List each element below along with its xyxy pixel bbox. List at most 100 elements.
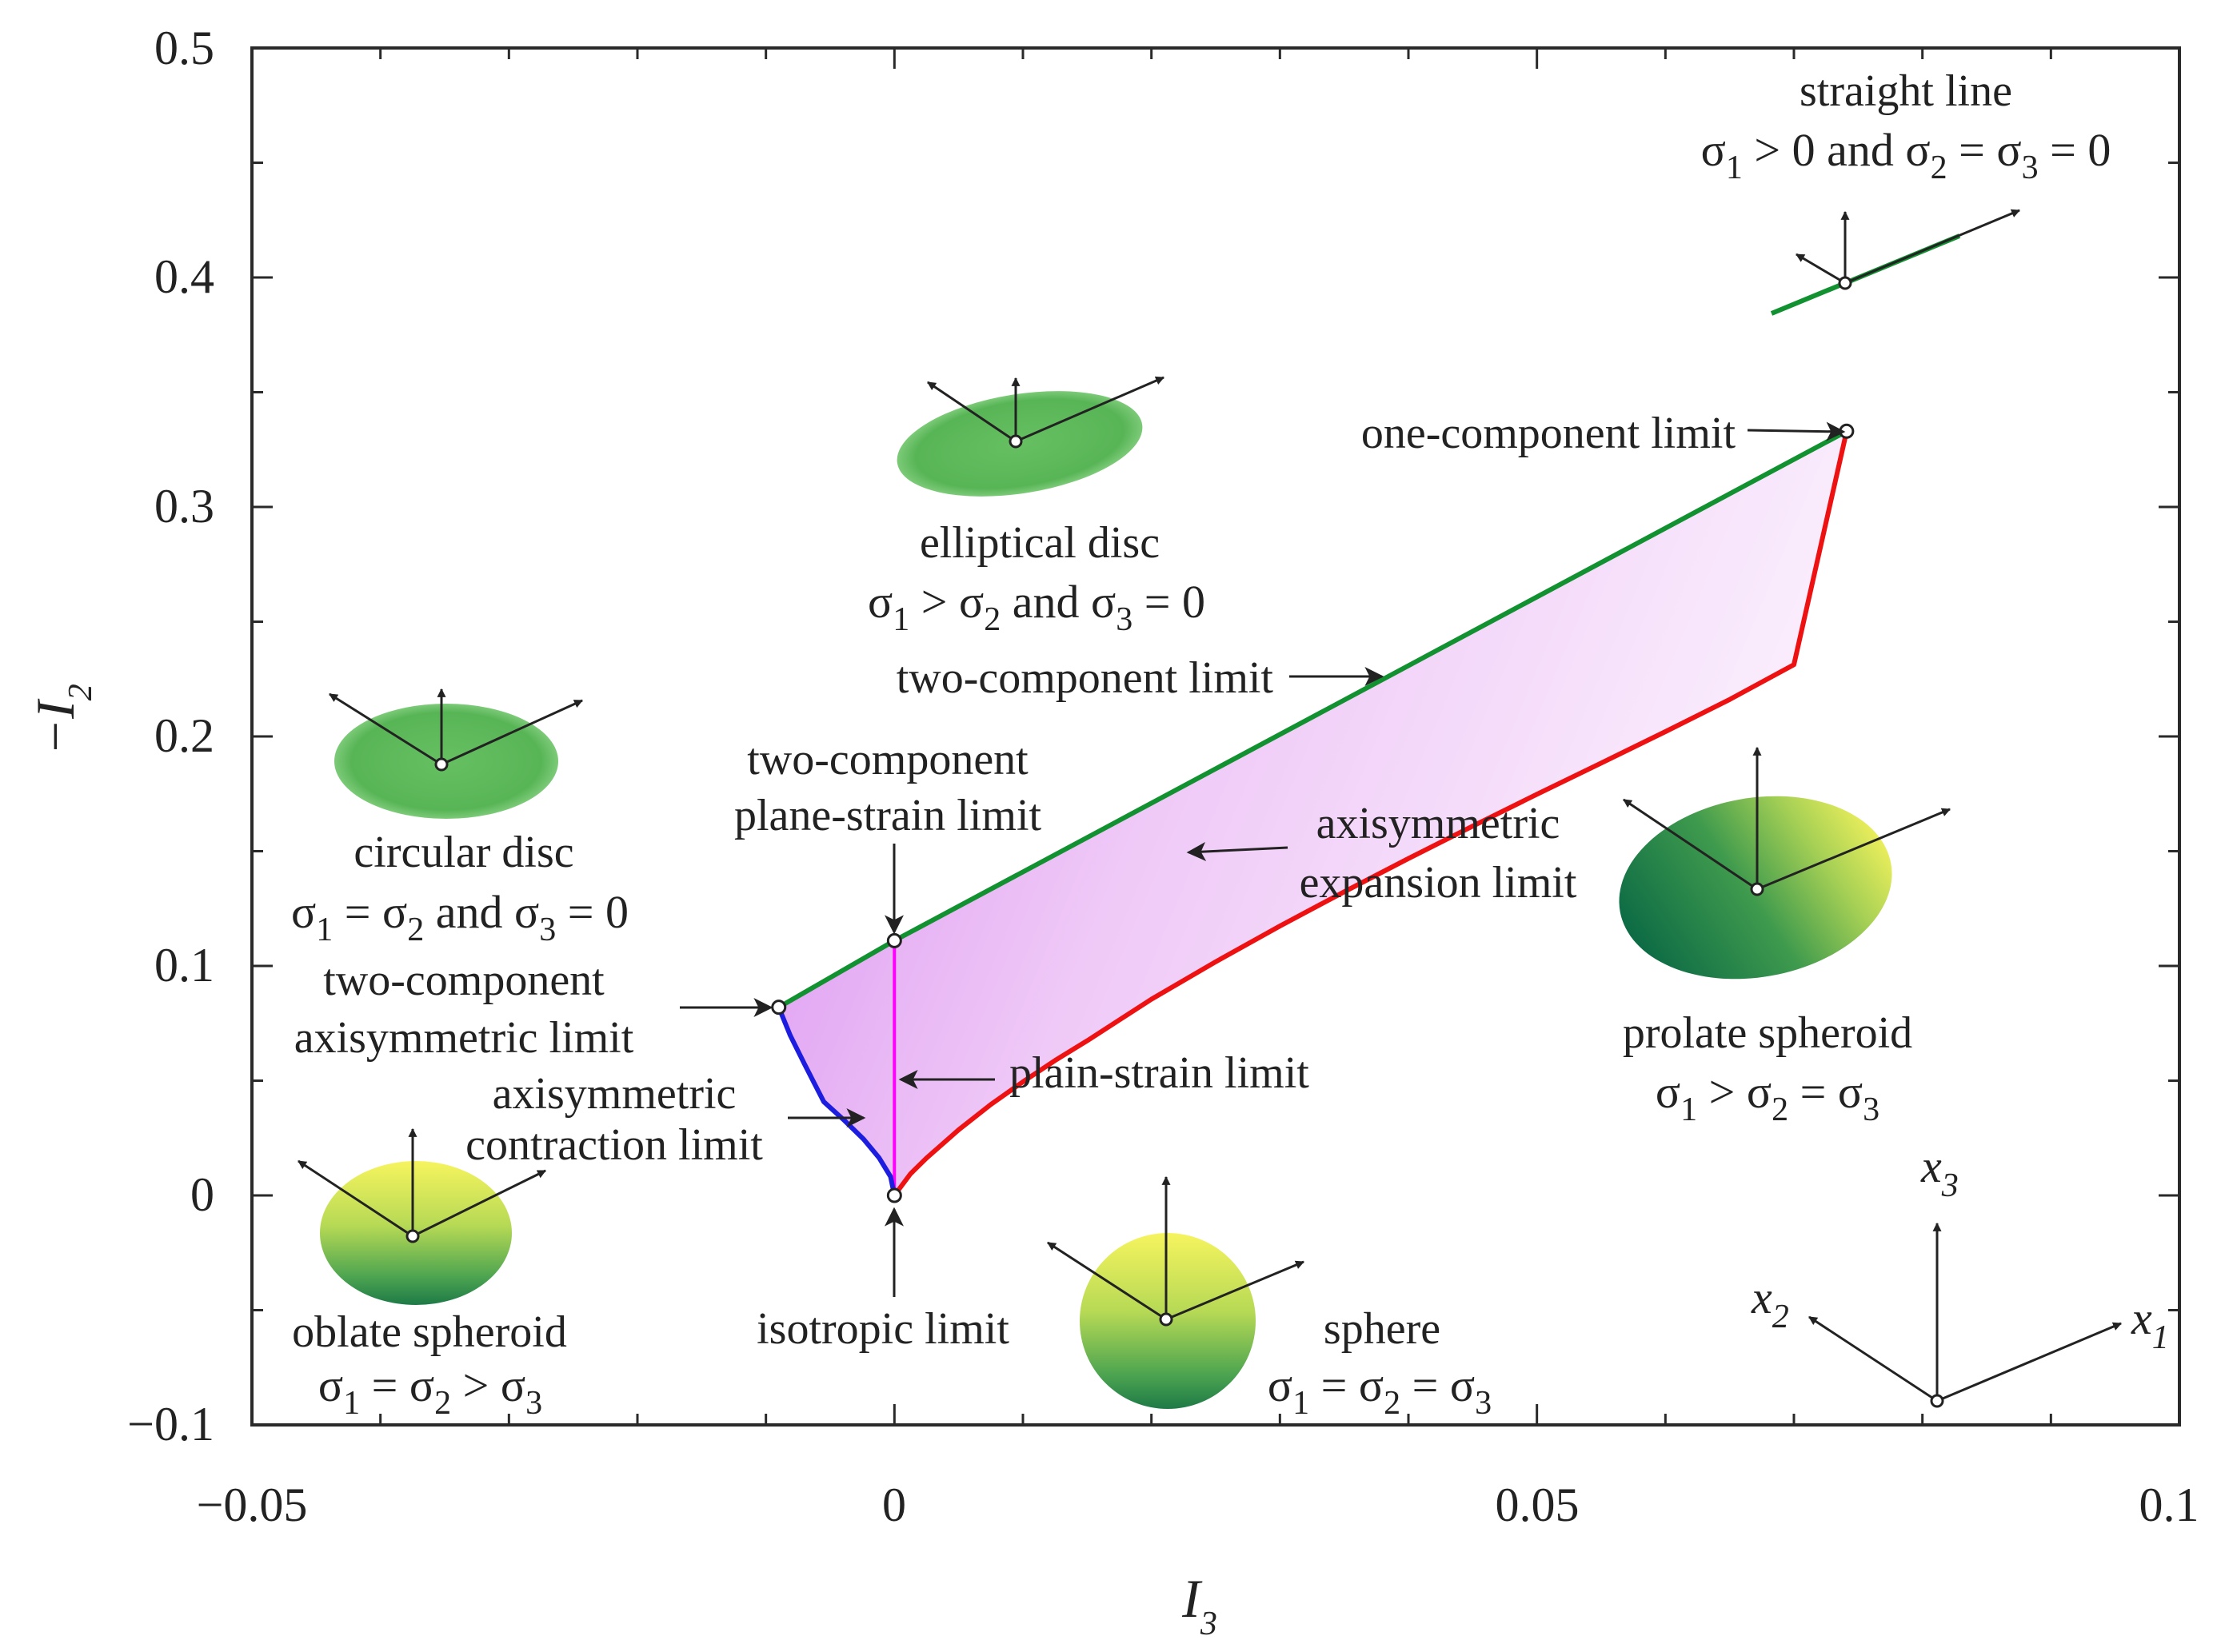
tc-axisym-label-1: two-component [323,956,605,1005]
axisym-contraction-label-1: axisymmetric [493,1069,737,1119]
glyph-oblate-spheroid [298,1127,546,1305]
x3-axis-label: x3 [1920,1140,1959,1204]
isotropic-limit-label: isotropic limit [757,1304,1009,1354]
x1-var: x [2131,1292,2152,1344]
annotation-oblate-spheroid: oblate spheroid σ1 = σ2 > σ3 [292,1307,567,1422]
y-tick-label: 0.4 [154,250,214,303]
one-component-limit-label: one-component limit [1361,409,1736,458]
x3-var: x [1920,1140,1942,1192]
annotation-tc-plane-strain-limit: two-component plane-strain limit [734,735,1042,935]
y-tick-label: 0 [190,1168,214,1221]
circular-disc-condition: σ1 = σ2 and σ3 = 0 [291,886,629,948]
axis-ticks [250,46,2181,1427]
x2-axis-arrow [1808,1315,1938,1403]
annotation-axisymmetric-contraction-limit: axisymmetric contraction limit [465,1069,866,1170]
y-tick-label: 0.2 [154,709,214,762]
axisym-expansion-label-2: expansion limit [1300,858,1577,908]
y-axis-var: −I [25,698,86,756]
x-tick-label: 0 [882,1478,906,1531]
annotation-plain-strain-limit: plain-strain limit [898,1048,1309,1098]
tc-plane-strain-label-1: two-component [747,735,1029,784]
tc-axisym-label-2: axisymmetric limit [294,1013,634,1063]
axisym-expansion-label-1: axisymmetric [1316,799,1560,848]
arrow-glyph [1844,209,2021,285]
prolate-spheroid-condition: σ1 > σ2 = σ3 [1656,1066,1879,1128]
x-tick-labels: −0.05 0 0.05 0.1 [197,1478,2199,1531]
annotation-prolate-spheroid: prolate spheroid σ1 > σ2 = σ3 [1623,1008,1912,1128]
straight-line-label: straight line [1800,66,2012,116]
glyph-circular-disc [329,688,584,819]
x-axis-sub: 3 [1200,1606,1217,1642]
two-component-axisymmetric-limit-point [771,1000,787,1016]
arrow-glyph [1165,1260,1305,1321]
x3-sub: 3 [1941,1167,1959,1204]
tc-plane-strain-label-2: plane-strain limit [734,791,1042,840]
plain-strain-label: plain-strain limit [1009,1048,1309,1098]
prolate-spheroid-label: prolate spheroid [1623,1008,1912,1058]
arrow-glyph [1756,808,1951,891]
sphere-condition: σ1 = σ2 = σ3 [1268,1359,1492,1422]
origin-marker [405,1229,420,1243]
sphere-label: sphere [1324,1304,1440,1354]
annotation-one-component-limit: one-component limit [1361,409,1846,458]
origin-marker [1159,1312,1173,1327]
two-component-plane-strain-limit-point [886,932,902,948]
origin-marker [1930,1394,1944,1408]
x1-axis-arrow [1936,1322,2123,1403]
arrow-glyph [1623,798,1758,891]
oblate-spheroid-condition: σ1 = σ2 > σ3 [318,1359,542,1422]
x2-var: x [1751,1271,1772,1323]
origin-marker [1838,276,1852,290]
x-tick-label: 0.1 [2139,1478,2199,1531]
origin-marker [434,757,449,772]
axisymmetric-expansion-curve [892,429,1849,1198]
y-tick-label: −0.1 [127,1398,214,1450]
arrow-glyph [1015,376,1165,443]
glyph-elliptical-disc [897,376,1165,497]
y-tick-label: 0.5 [154,22,214,74]
arrow-glyph [412,1169,546,1238]
x1-axis-label: x1 [2131,1292,2169,1356]
y-tick-label: 0.3 [154,480,214,533]
origin-marker [1009,434,1023,449]
x-tick-label: 0.05 [1496,1478,1580,1531]
glyph-sphere [1047,1175,1305,1409]
x-axis-title: I3 [1181,1568,1217,1642]
annotation-isotropic-limit: isotropic limit [757,1207,1009,1354]
pointer-arrow [1747,421,1846,441]
arrow-glyph [1047,1241,1167,1321]
arrow-glyph [927,381,1017,443]
glyph-prolate-spheroid [1619,746,1951,980]
axisymmetric-contraction-curve [776,1004,897,1198]
circular-disc-label: circular disc [354,828,573,877]
annotation-circular-disc: circular disc σ1 = σ2 and σ3 = 0 [291,828,629,948]
glyph-straight-line [1770,209,2021,316]
y-axis-sub: 2 [62,684,99,700]
isotropic-limit-point [886,1187,902,1203]
y-tick-labels: −0.1 0 0.1 0.2 0.3 0.4 0.5 [127,22,214,1450]
two-component-limit-label: two-component limit [897,653,1274,703]
straight-line-condition: σ1 > 0 and σ2 = σ3 = 0 [1701,124,2111,186]
realizable-region-fill [778,431,1847,1195]
annotation-elliptical-disc: elliptical disc σ1 > σ2 and σ3 = 0 [868,518,1205,638]
annotation-sphere: sphere σ1 = σ2 = σ3 [1268,1304,1492,1422]
annotation-straight-line: straight line σ1 > 0 and σ2 = σ3 = 0 [1701,66,2111,186]
arrow-glyph [1796,253,1846,285]
arrow-glyph [441,699,584,766]
plot-data [771,423,1855,1203]
coordinate-axes: x3 x2 x1 [1751,1140,2169,1408]
elliptical-disc-label: elliptical disc [920,518,1160,568]
annotation-two-component-limit: two-component limit [897,653,1384,703]
arrow-glyph [298,1159,413,1238]
oblate-spheroid-label: oblate spheroid [292,1307,567,1357]
y-tick-label: 0.1 [154,939,214,992]
x-tick-label: −0.05 [197,1478,308,1531]
elliptical-disc-condition: σ1 > σ2 and σ3 = 0 [868,576,1205,638]
annotation-tc-axisymmetric-limit: two-component axisymmetric limit [294,956,773,1063]
arrow-glyph [329,692,442,766]
axisym-contraction-label-2: contraction limit [465,1120,763,1170]
x2-axis-label: x2 [1751,1271,1789,1335]
annotation-axisymmetric-expansion-limit: axisymmetric expansion limit [1186,799,1577,908]
